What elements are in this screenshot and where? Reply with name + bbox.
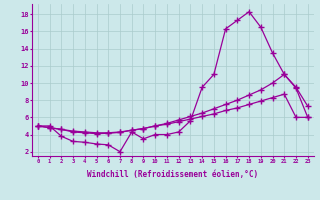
X-axis label: Windchill (Refroidissement éolien,°C): Windchill (Refroidissement éolien,°C) xyxy=(87,170,258,179)
